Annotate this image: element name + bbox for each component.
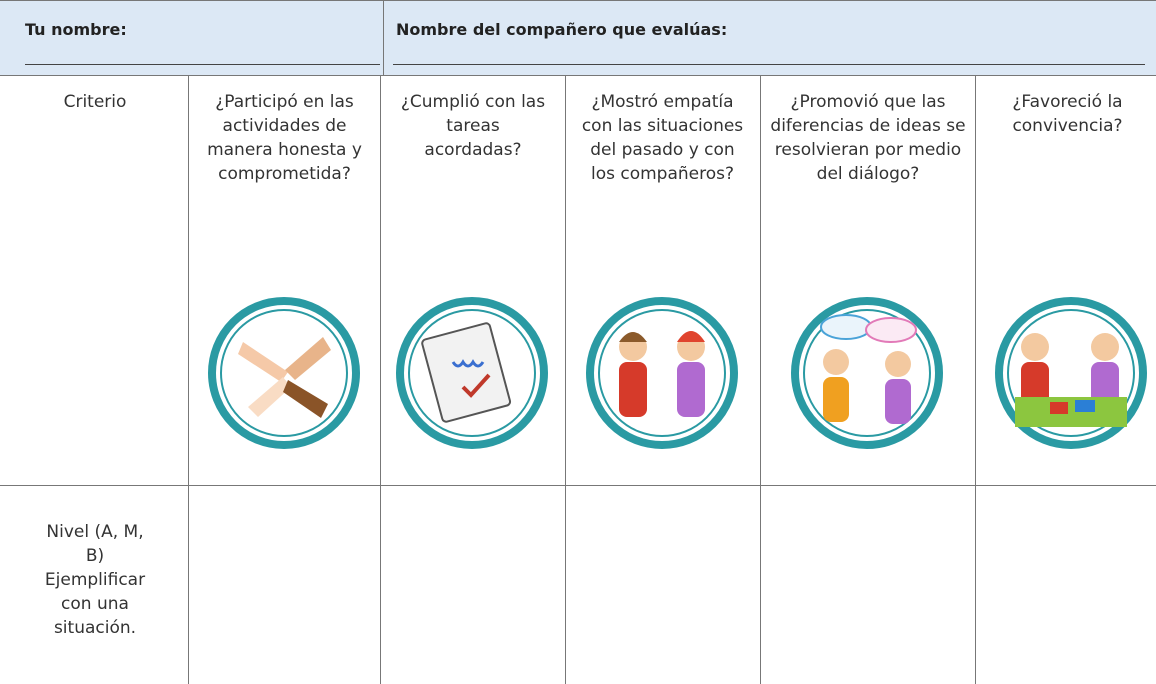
border xyxy=(565,75,566,684)
criterion: ¿Promovió que las diferencias de ideas s… xyxy=(770,92,966,184)
criterion: ¿Cumplió con las tareas acordadas? xyxy=(400,92,546,160)
level-label: Nivel (A, M, B) Ejemplificar con una sit… xyxy=(44,522,146,638)
criterion: ¿Favoreció la convivencia? xyxy=(1012,92,1123,136)
notebook-icon xyxy=(396,297,548,449)
partner-line xyxy=(393,64,1145,65)
border xyxy=(0,75,1156,76)
border xyxy=(0,485,1156,486)
border xyxy=(760,75,761,684)
criterion: ¿Participó en las actividades de manera … xyxy=(207,92,362,184)
border xyxy=(975,75,976,684)
partner-label: Nombre del compañero que evalúas: xyxy=(396,20,728,39)
border xyxy=(188,75,189,684)
handshake-icon xyxy=(586,297,738,449)
criteria-label: Criterio xyxy=(63,92,127,112)
border xyxy=(0,0,1156,1)
header-band xyxy=(0,0,1156,75)
puzzle-icon xyxy=(995,297,1147,449)
border xyxy=(383,0,384,75)
header: Tu nombre: Nombre del compañero que eval… xyxy=(0,0,1156,75)
name-line xyxy=(25,64,380,65)
name-label: Tu nombre: xyxy=(25,20,127,39)
dialogue-icon xyxy=(791,297,943,449)
criterion: ¿Mostró empatía con las situaciones del … xyxy=(581,92,744,184)
hands-icon xyxy=(208,297,360,449)
border xyxy=(380,75,381,684)
